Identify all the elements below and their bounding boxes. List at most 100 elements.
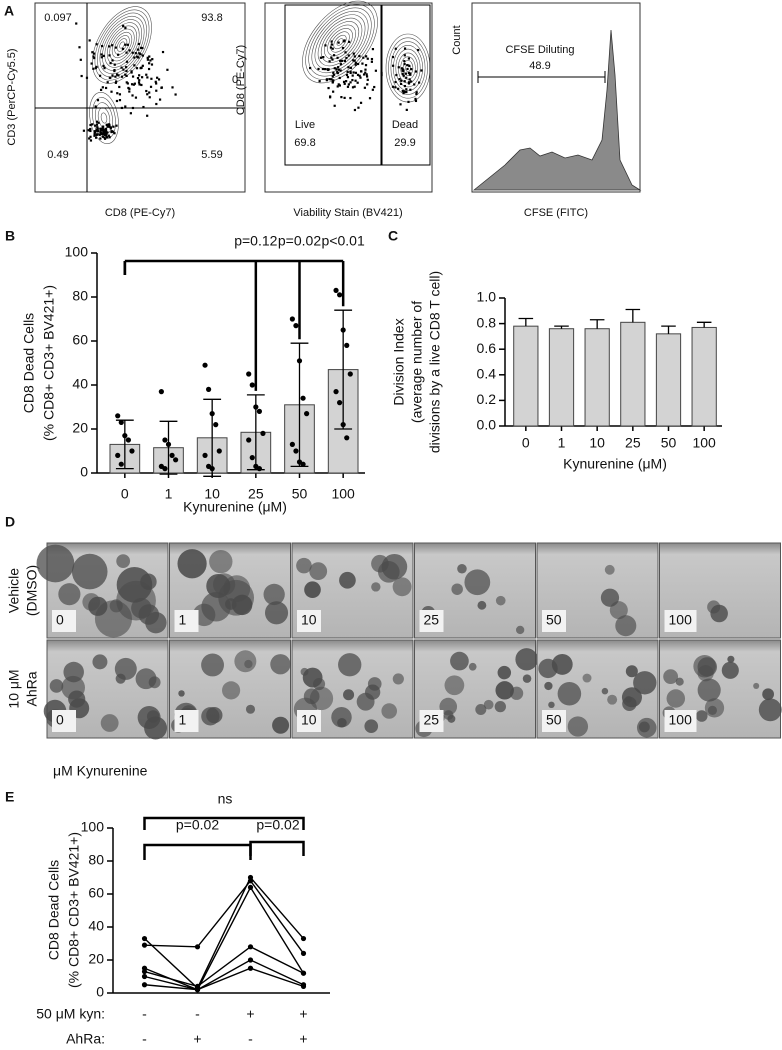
colony	[548, 701, 555, 709]
event-dot	[138, 74, 141, 77]
event-dot	[349, 66, 352, 69]
error-bar	[159, 420, 178, 475]
colony	[666, 689, 686, 708]
data-point	[247, 884, 254, 891]
x-tick-label: 0	[522, 435, 530, 451]
colony	[515, 625, 525, 635]
event-dot	[156, 76, 159, 79]
event-dot	[106, 125, 109, 128]
contour	[400, 56, 416, 80]
event-dot	[329, 46, 333, 49]
event-dot	[114, 46, 117, 49]
event-dot	[410, 68, 413, 71]
colony	[707, 600, 721, 614]
event-dot	[317, 67, 320, 71]
data-point	[304, 411, 310, 417]
colony	[365, 684, 381, 700]
colony	[116, 554, 131, 569]
event-dot	[403, 60, 406, 63]
event-dot	[409, 88, 412, 91]
data-point	[165, 441, 172, 447]
well-image: 50	[536, 542, 659, 639]
event-dot	[319, 56, 323, 59]
colony	[497, 665, 512, 680]
event-dot	[105, 132, 108, 136]
panel-letter: D	[5, 514, 15, 530]
well-label-box	[419, 610, 444, 632]
colony	[697, 678, 721, 702]
event-dot	[89, 123, 92, 127]
event-dot	[345, 80, 348, 83]
event-dot	[352, 52, 355, 55]
colony	[495, 595, 506, 606]
event-dot	[340, 59, 344, 62]
contour	[324, 24, 356, 60]
event-dot	[401, 72, 404, 76]
event-dot	[126, 82, 129, 85]
event-dot	[111, 74, 114, 77]
colony	[304, 581, 321, 599]
colony	[270, 654, 291, 675]
event-dot	[96, 127, 99, 131]
data-point	[115, 452, 121, 458]
data-point	[344, 342, 350, 348]
event-dot	[118, 99, 122, 102]
event-dot	[114, 81, 117, 84]
condition-value: -	[195, 1006, 200, 1022]
event-dot	[361, 62, 364, 65]
colony	[36, 544, 75, 583]
data-point	[247, 878, 254, 884]
data-point	[213, 422, 219, 428]
data-point	[246, 371, 252, 377]
event-dot	[394, 47, 397, 50]
colony	[727, 655, 735, 663]
colony	[135, 668, 157, 690]
gate	[381, 4, 431, 166]
panel-letter: C	[388, 228, 398, 244]
y-tick-label: 60	[72, 332, 88, 348]
event-dot	[365, 55, 368, 58]
event-dot	[328, 60, 331, 63]
event-dot	[137, 81, 141, 84]
event-dot	[102, 54, 105, 58]
error-bar	[203, 398, 222, 477]
y-axis-label: divisions by a live CD8 T cell)	[427, 271, 443, 453]
y-tick-label: 1.0	[477, 289, 497, 305]
event-dot	[112, 125, 115, 128]
contour	[327, 28, 353, 56]
event-dot	[120, 75, 124, 78]
colony	[82, 593, 101, 611]
event-dot	[124, 105, 127, 108]
gate	[284, 4, 382, 166]
event-dot	[371, 88, 374, 91]
event-dot	[133, 82, 136, 85]
x-tick-label: 100	[331, 486, 355, 502]
colony	[302, 667, 323, 688]
x-tick-label: 10	[589, 435, 605, 451]
event-dot	[399, 82, 403, 86]
colony	[758, 698, 782, 722]
event-dot	[141, 76, 144, 79]
condition-label: AhRa:	[66, 1031, 105, 1047]
colony	[296, 557, 312, 574]
colony	[753, 682, 760, 689]
data-point	[300, 983, 307, 990]
well-label-box	[542, 610, 566, 632]
event-dot	[343, 39, 346, 42]
subject-line	[144, 879, 305, 954]
significance-bracket	[123, 261, 301, 340]
event-dot	[403, 90, 406, 94]
well-label-box	[52, 610, 76, 632]
event-dot	[373, 85, 376, 89]
event-dot	[141, 54, 145, 57]
event-dot	[339, 63, 342, 66]
data-point	[289, 441, 295, 447]
contour	[395, 48, 421, 88]
x-tick-label: 1	[165, 486, 173, 502]
event-dot	[92, 55, 95, 58]
well-label-box	[419, 710, 444, 732]
y-axis-label: (average number of	[409, 301, 425, 423]
event-dot	[328, 78, 331, 81]
colony	[309, 562, 328, 581]
data-point	[141, 968, 148, 975]
